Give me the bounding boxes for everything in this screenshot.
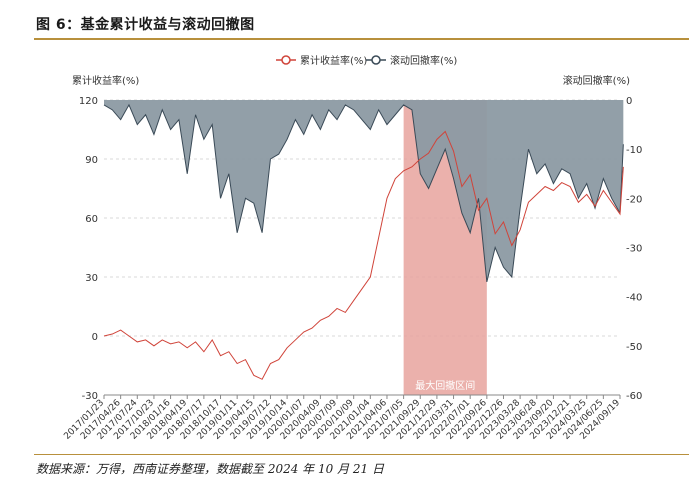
left-tick-label-5: 120: [79, 96, 98, 107]
right-tick-label-6: -60: [626, 391, 642, 402]
figure-title: 图 6：基金累计收益与滚动回撤图: [36, 17, 255, 33]
legend-cum-return-label: 累计收益率(%): [300, 54, 367, 67]
legend-drawdown-label: 滚动回撤率(%): [390, 54, 457, 67]
left-tick-label-2: 30: [85, 273, 98, 284]
max-drawdown-label: 最大回撤区间: [415, 379, 475, 392]
left-tick-label-1: 0: [92, 332, 98, 343]
right-tick-label-3: -30: [626, 244, 642, 255]
right-tick-label-2: -20: [626, 194, 642, 205]
left-tick-label-4: 90: [85, 155, 98, 166]
drawdown-line: [103, 103, 624, 283]
top-rule: [34, 38, 689, 40]
bottom-rule: [34, 454, 689, 455]
chart-legend: 累计收益率(%) 滚动回撤率(%): [276, 54, 457, 67]
legend-cum-return-marker: [281, 55, 291, 65]
legend-drawdown-marker: [371, 55, 381, 65]
drawdown-area: [104, 100, 624, 282]
right-tick-label-1: -10: [626, 145, 642, 156]
cum-return-series: [103, 130, 624, 380]
right-axis-label: 滚动回撤率(%): [563, 74, 630, 87]
cum-return-line: [103, 130, 624, 380]
right-tick-label-0: 0: [626, 96, 632, 107]
left-tick-label-3: 60: [85, 214, 98, 225]
left-axis-label: 累计收益率(%): [72, 74, 139, 87]
left-tick-label-0: -30: [82, 391, 98, 402]
drawdown-series: [103, 100, 624, 283]
right-tick-label-4: -40: [626, 293, 642, 304]
source-note: 数据来源：万得，西南证券整理，数据截至 2024 年 10 月 21 日: [36, 462, 384, 476]
right-tick-label-5: -50: [626, 342, 642, 353]
drawdown-return-chart: 累计收益率(%) 滚动回撤率(%) 累计收益率(%) 滚动回撤率(%) 最大回撤…: [62, 54, 642, 442]
